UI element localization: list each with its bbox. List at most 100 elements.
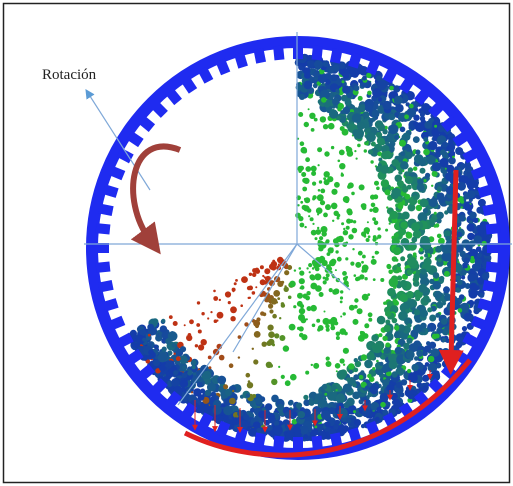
particle [207,317,209,319]
particle [358,96,363,101]
gear-tooth [95,262,110,273]
particle [352,228,358,234]
particle [406,291,413,298]
particle [276,294,278,296]
particle [298,411,305,418]
particle [423,179,426,182]
particle [309,271,311,273]
particle [338,408,348,418]
particle [428,141,437,150]
particle [394,135,399,140]
gear-tooth [312,436,323,451]
particle [308,263,312,267]
particle [354,85,360,91]
particle [371,259,377,265]
particle [299,308,305,314]
particle [361,261,364,264]
particle [324,311,326,313]
particle [335,89,339,93]
particle [225,389,232,396]
particle [372,110,380,118]
particle [324,393,327,396]
particle [213,406,222,415]
particle [300,141,305,146]
particle [201,312,204,315]
particle [304,197,310,203]
particle [266,341,271,346]
particle [232,417,240,425]
particle [342,271,347,276]
particle [253,359,258,364]
figure: Rotación [0,0,513,486]
particle [405,194,411,200]
particle [343,364,345,366]
particle [366,142,369,145]
particle [442,338,447,343]
particle [332,220,334,222]
particle [411,237,417,243]
particle [342,80,345,83]
particle [423,208,428,213]
particle [414,309,420,315]
particle [417,184,425,192]
particle [285,411,292,418]
particle [305,371,309,375]
particle [255,324,259,328]
particle [424,345,431,352]
particle [317,227,319,229]
particle [305,157,310,162]
particle [372,343,382,353]
particle [232,390,234,392]
particle [304,122,309,127]
particle [392,256,398,262]
particle [273,425,283,435]
particle [385,402,390,407]
particle [362,265,369,272]
particle [277,404,283,410]
particle [437,186,442,191]
particle [413,167,417,171]
particle [312,267,315,270]
particle [317,147,322,152]
particle [316,319,320,323]
particle [314,118,318,122]
particle [322,385,327,390]
particle [314,426,317,429]
particle [420,112,425,117]
particle [277,297,280,300]
particle [353,410,356,413]
particle [278,366,280,368]
particle [223,406,233,416]
particle [333,288,339,294]
particle [267,425,273,431]
particle [322,260,328,266]
particle [357,276,361,280]
particle [464,257,470,263]
particle [437,212,444,219]
particle [418,284,427,293]
particle [419,248,423,252]
particle [173,321,178,326]
particle [433,135,437,139]
particle [353,319,359,325]
particle [363,111,370,118]
particle [246,393,251,398]
particle [360,331,363,334]
particle [332,64,339,71]
particle [327,176,333,182]
particle [325,422,331,428]
particle [223,384,228,389]
particle [169,315,173,319]
particle [301,147,308,154]
particle [467,190,475,198]
particle [248,286,253,291]
particle [310,283,317,290]
particle [459,294,465,300]
particle [310,217,314,221]
particle [348,363,354,369]
particle [326,357,330,361]
particle [419,159,427,167]
particle [407,300,415,308]
particle [176,356,181,361]
particle [173,370,178,375]
